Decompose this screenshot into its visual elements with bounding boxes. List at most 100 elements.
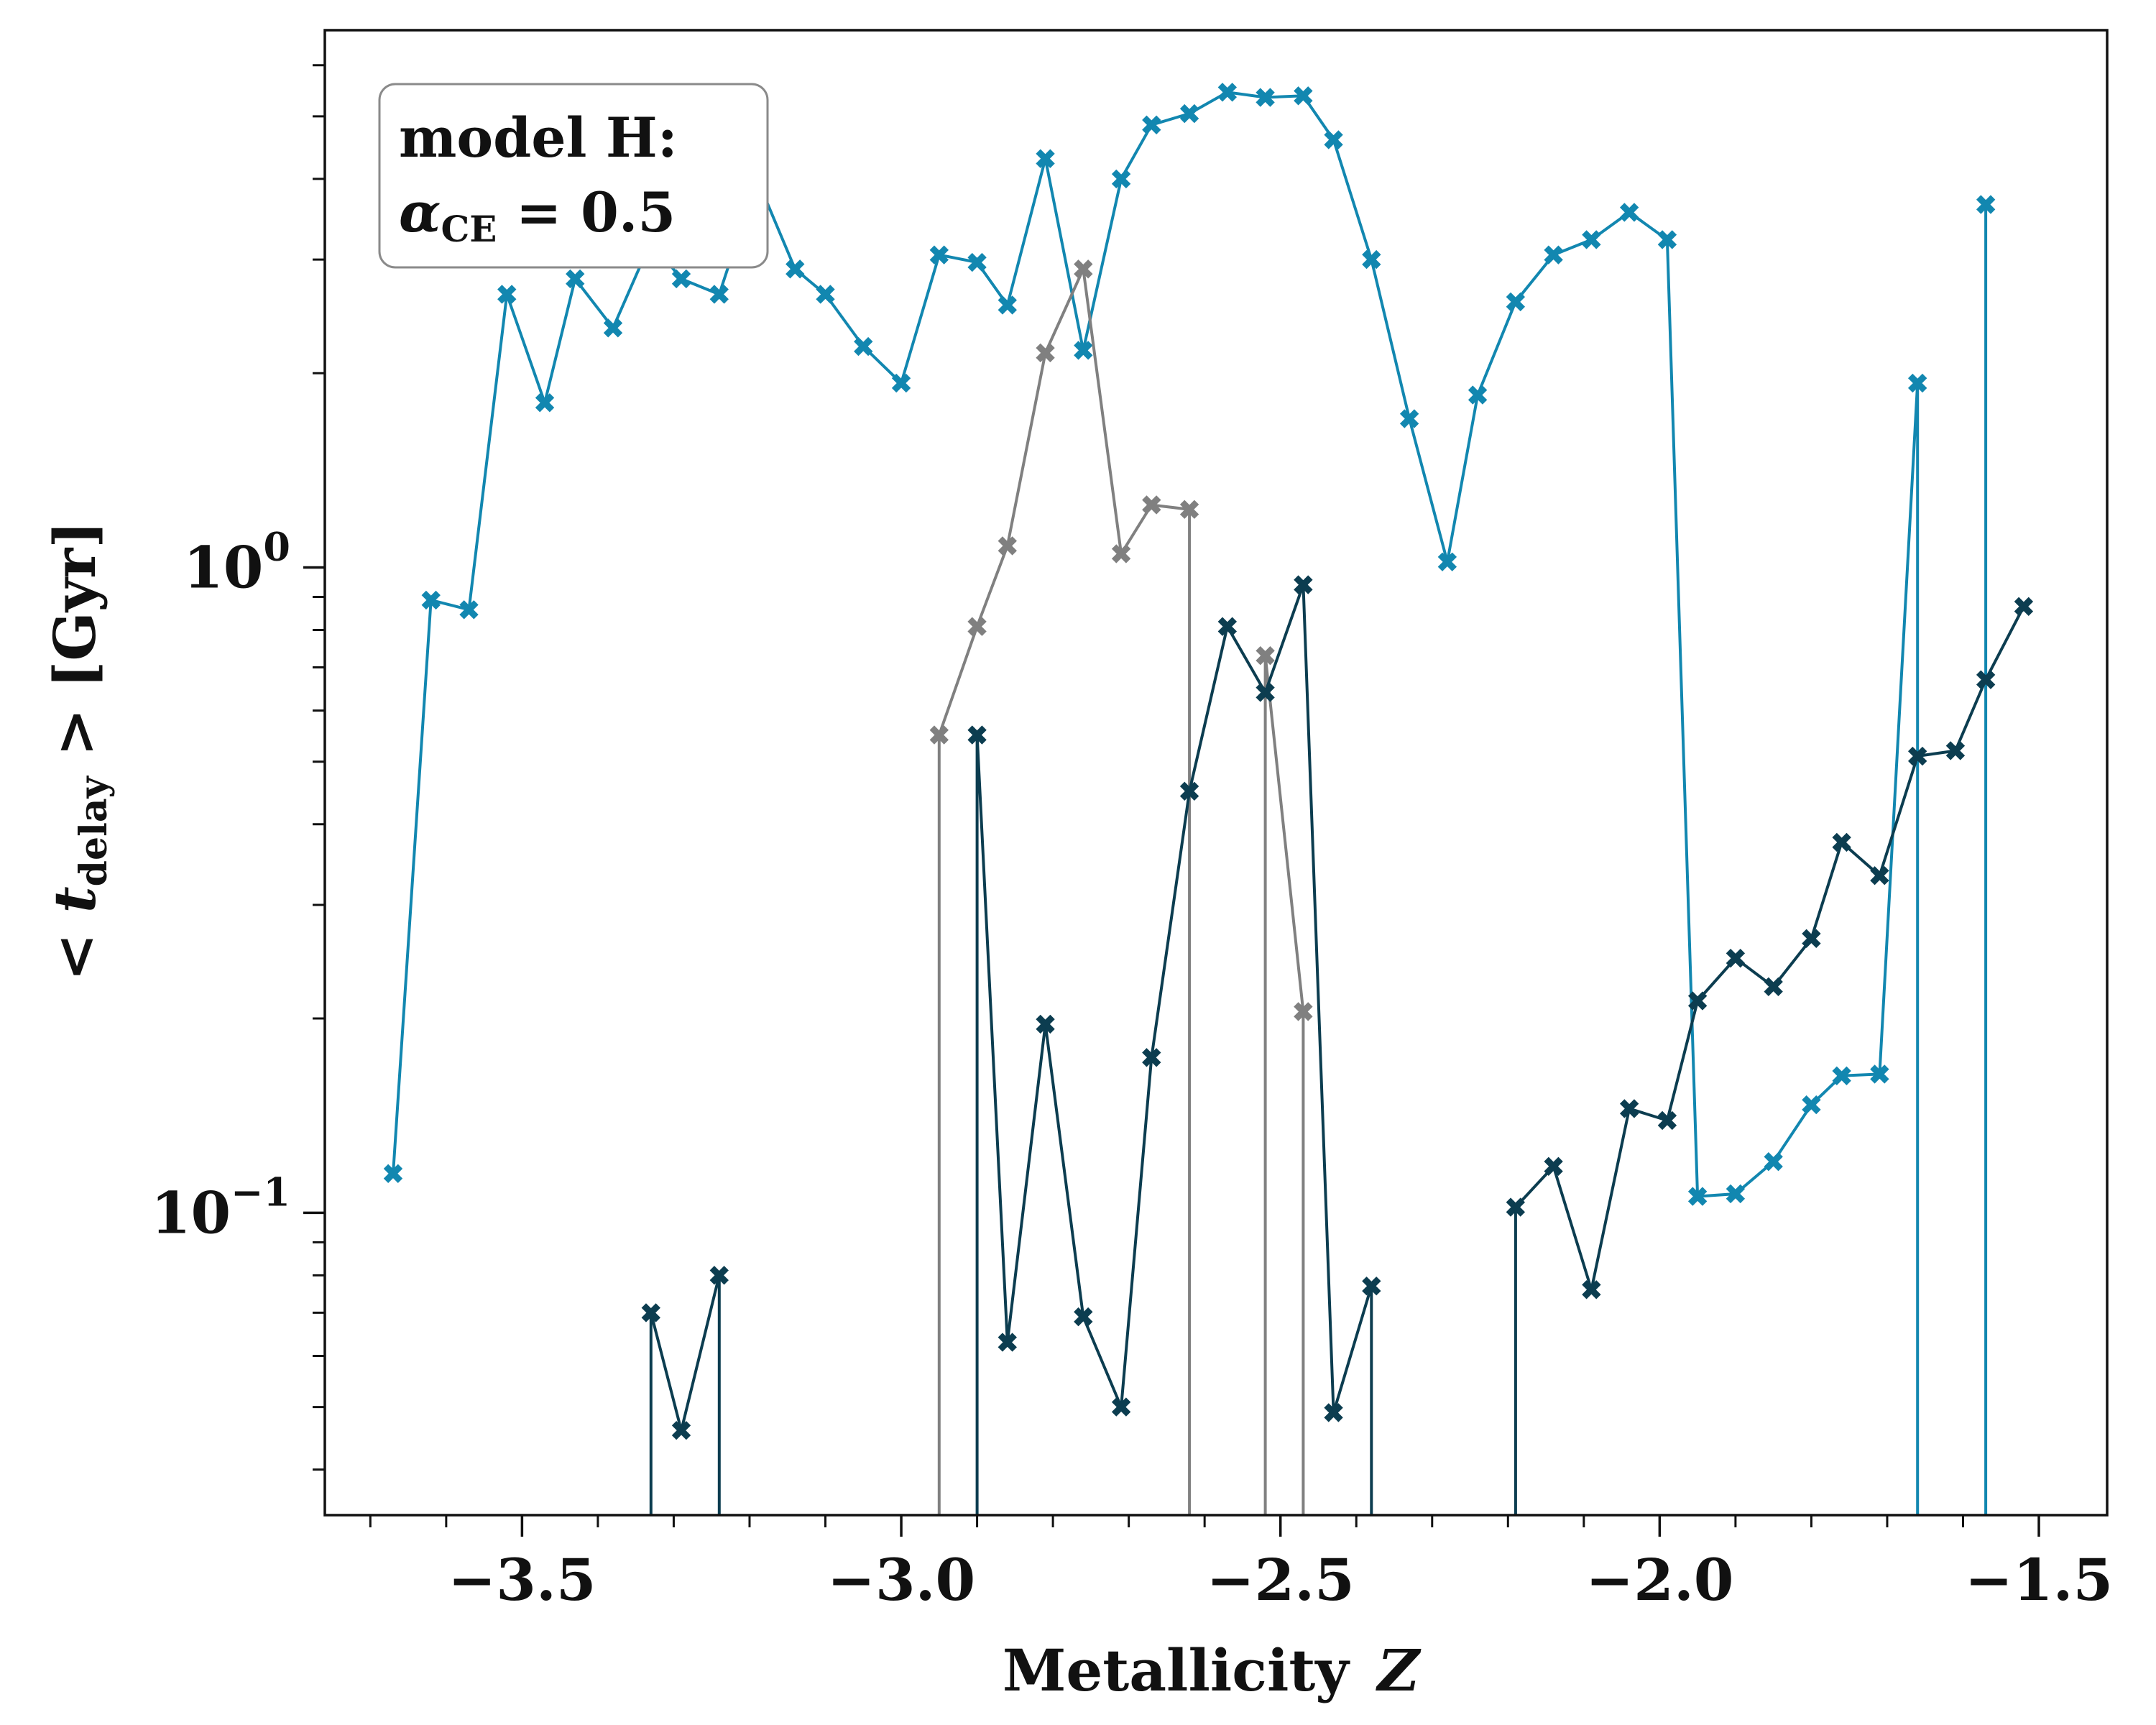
legend-sub: CE bbox=[441, 208, 497, 250]
series-2-point-10 bbox=[1074, 1307, 1093, 1327]
series-1-point-5 bbox=[1074, 259, 1093, 279]
series-0-point-19 bbox=[1074, 341, 1093, 360]
series-0-point-6 bbox=[603, 318, 623, 338]
series-0-point-12 bbox=[816, 285, 835, 304]
series-2-point-18 bbox=[1362, 1276, 1381, 1296]
series-1-point-3 bbox=[998, 536, 1017, 556]
series-0-point-33 bbox=[1582, 230, 1601, 249]
series-0-point-0 bbox=[383, 1164, 403, 1184]
x-tick-label-1: −3.0 bbox=[827, 1546, 975, 1614]
series-0-point-32 bbox=[1544, 245, 1563, 264]
series-1 bbox=[929, 259, 1313, 1515]
y-axis-label-prefix: < t bbox=[41, 886, 109, 981]
series-2-point-17 bbox=[1324, 1403, 1343, 1422]
series-2 bbox=[641, 575, 2034, 1515]
series-2-line-2 bbox=[1514, 605, 2025, 1515]
x-tick-label-4: −1.5 bbox=[1965, 1546, 2113, 1614]
series-0-point-31 bbox=[1506, 292, 1526, 312]
series-2-point-13 bbox=[1179, 781, 1199, 801]
series-2-point-23 bbox=[1544, 1156, 1563, 1176]
y-axis-label-sub: delay bbox=[72, 775, 116, 886]
series-1-point-12 bbox=[1256, 646, 1275, 666]
x-tick-label-0: −3.5 bbox=[448, 1546, 596, 1614]
series-2-point-15 bbox=[1256, 683, 1275, 702]
series-1-point-13 bbox=[1294, 1002, 1313, 1021]
series-0-point-27 bbox=[1362, 249, 1381, 270]
series-0-point-22 bbox=[1179, 104, 1199, 124]
legend-box: model H: αCE = 0.5 bbox=[378, 83, 769, 269]
series-0-point-25 bbox=[1294, 86, 1313, 106]
series-2-point-2 bbox=[671, 1420, 691, 1440]
series-2-point-7 bbox=[967, 725, 987, 745]
series-1-line-1 bbox=[1263, 654, 1305, 1515]
series-2-point-8 bbox=[998, 1333, 1017, 1352]
series-0-point-29 bbox=[1437, 552, 1457, 571]
series-0-point-23 bbox=[1217, 83, 1238, 102]
series-2-point-32 bbox=[1870, 866, 1889, 886]
series-1-point-7 bbox=[1142, 495, 1161, 515]
y-axis-title: < tdelay > [Gyr] bbox=[41, 521, 116, 981]
series-2-point-11 bbox=[1111, 1397, 1131, 1417]
y-axis-label-suffix: > [Gyr] bbox=[41, 521, 109, 776]
series-0-point-36 bbox=[1687, 1187, 1708, 1206]
series-0-point-8 bbox=[671, 269, 691, 289]
series-0-point-14 bbox=[891, 373, 911, 393]
series-0-point-4 bbox=[535, 393, 555, 413]
legend-alpha: α bbox=[399, 180, 441, 244]
series-0-point-37 bbox=[1726, 1184, 1746, 1204]
series-0-point-21 bbox=[1142, 115, 1161, 134]
series-layer bbox=[383, 83, 2034, 1515]
series-2-point-3 bbox=[709, 1266, 729, 1285]
series-0-point-24 bbox=[1256, 88, 1275, 107]
series-0-point-28 bbox=[1399, 409, 1419, 428]
series-1-point-4 bbox=[1036, 343, 1055, 363]
series-2-point-31 bbox=[1832, 832, 1851, 852]
series-0-point-1 bbox=[421, 590, 441, 610]
series-0-point-41 bbox=[1870, 1064, 1889, 1084]
series-2-line-0 bbox=[649, 1274, 721, 1515]
series-1-point-8 bbox=[1179, 500, 1199, 519]
series-0-point-17 bbox=[998, 295, 1017, 315]
series-0-point-35 bbox=[1657, 230, 1677, 249]
series-0-point-40 bbox=[1832, 1066, 1851, 1086]
y-tick-label-1: 10−1 bbox=[151, 1169, 290, 1246]
series-2-point-36 bbox=[2014, 597, 2034, 616]
series-0-point-42 bbox=[1907, 373, 1927, 393]
series-2-point-27 bbox=[1687, 991, 1708, 1011]
series-2-point-33 bbox=[1907, 746, 1927, 766]
series-2-point-24 bbox=[1582, 1280, 1601, 1300]
series-0-point-30 bbox=[1468, 385, 1488, 405]
series-0-point-26 bbox=[1324, 130, 1343, 150]
series-2-point-9 bbox=[1036, 1014, 1055, 1034]
series-0-point-34 bbox=[1619, 203, 1639, 222]
x-axis-title: Metallicity Z bbox=[1003, 1637, 1422, 1704]
series-0-line-0 bbox=[392, 91, 1920, 1515]
series-0-point-9 bbox=[709, 285, 729, 304]
series-0-point-46 bbox=[1976, 195, 1996, 214]
plot-frame bbox=[323, 29, 2109, 1517]
x-tick-label-3: −2.0 bbox=[1585, 1546, 1733, 1614]
legend-line-2: αCE = 0.5 bbox=[399, 180, 676, 250]
series-2-point-34 bbox=[1945, 741, 1966, 760]
series-0-point-16 bbox=[967, 252, 987, 272]
series-2-point-35 bbox=[1976, 670, 1996, 689]
series-1-point-1 bbox=[929, 725, 949, 745]
series-0-point-5 bbox=[566, 269, 585, 289]
y-axis-ticks: 100 10−1 bbox=[151, 64, 325, 1471]
series-2-point-26 bbox=[1657, 1110, 1677, 1131]
y-tick-label-0: 100 bbox=[183, 523, 290, 601]
series-0-point-39 bbox=[1802, 1095, 1821, 1115]
series-0-point-18 bbox=[1036, 149, 1055, 168]
series-2-point-1 bbox=[641, 1303, 660, 1322]
x-tick-label-2: −2.5 bbox=[1207, 1546, 1355, 1614]
x-axis-symbol: Z bbox=[1376, 1637, 1422, 1704]
series-0-point-20 bbox=[1111, 169, 1131, 189]
legend-line-1: model H: bbox=[399, 106, 678, 170]
series-1-point-2 bbox=[967, 617, 987, 636]
legend-frame bbox=[378, 83, 769, 269]
series-0-point-38 bbox=[1764, 1152, 1783, 1172]
series-2-point-22 bbox=[1506, 1197, 1526, 1217]
x-axis-ticks: −3.5 −3.0 −2.5 −2.0 −1.5 bbox=[369, 1515, 2113, 1614]
x-axis-label: Metallicity bbox=[1003, 1637, 1350, 1704]
